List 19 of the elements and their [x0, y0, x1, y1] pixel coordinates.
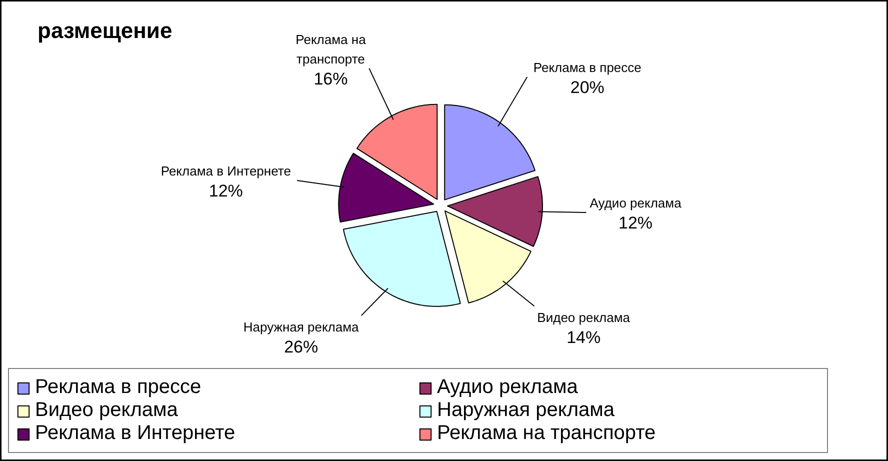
data-label: 12% — [618, 214, 653, 233]
legend-label: Видео реклама — [35, 399, 179, 422]
legend-label: Наружная реклама — [437, 399, 616, 422]
slice-label: Наружная реклама — [243, 320, 360, 335]
slice-label: Реклама в Интернете — [160, 164, 291, 179]
chart-title: размещение — [38, 18, 172, 43]
data-label: 26% — [284, 338, 318, 357]
legend-label: Реклама в прессе — [35, 376, 202, 399]
legend-label: Аудио реклама — [437, 376, 579, 399]
data-label: 12% — [208, 182, 243, 201]
slice-label: Аудио реклама — [590, 196, 682, 211]
legend-label: Реклама в Интернете — [35, 422, 236, 445]
data-label: 14% — [566, 328, 601, 348]
legend-label: Реклама на транспорте — [437, 422, 657, 445]
slice-label: Реклама в прессе — [533, 60, 642, 75]
data-label: 16% — [314, 69, 348, 88]
slice-label: Видео реклама — [537, 310, 631, 326]
slice-label: Реклама на транспорте — [296, 32, 367, 66]
data-label: 20% — [570, 78, 604, 97]
